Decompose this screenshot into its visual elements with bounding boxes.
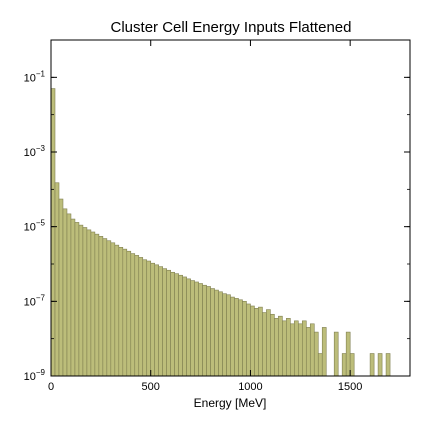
y-tick-label: 10−5	[24, 219, 46, 234]
x-axis: 0 500 1000 1500	[48, 40, 362, 393]
histogram-bar	[313, 331, 319, 377]
histogram-bar	[142, 259, 148, 377]
chart-title: Cluster Cell Energy Inputs Flattened	[111, 19, 352, 36]
histogram-bars	[50, 88, 391, 377]
histogram-bar	[158, 266, 163, 377]
histogram-bar	[333, 331, 339, 377]
histogram-bar	[290, 323, 295, 377]
histogram-bar	[222, 293, 227, 377]
histogram-bar	[74, 222, 80, 377]
histogram-bar	[98, 236, 104, 377]
histogram-bar	[138, 257, 144, 377]
histogram-bar	[301, 320, 307, 377]
x-tick-label: 1000	[238, 381, 262, 393]
y-tick-label: 10−1	[24, 69, 46, 84]
histogram-bar	[70, 218, 76, 377]
histogram-bar	[278, 315, 283, 377]
y-axis: 10−9 10−7 10−5 10−3 10−1	[24, 39, 410, 383]
histogram-bar	[150, 262, 156, 377]
y-tick-label: 10−9	[24, 368, 46, 383]
histogram-bar	[369, 353, 375, 377]
histogram-bar	[246, 303, 251, 377]
histogram-bar	[266, 309, 271, 377]
histogram-bar	[226, 294, 231, 377]
histogram-bar	[130, 253, 136, 377]
histogram-bar	[305, 327, 311, 377]
y-tick-label: 10−7	[24, 293, 46, 308]
histogram-bar	[377, 353, 383, 377]
histogram-bar	[274, 318, 279, 377]
histogram-bar	[146, 260, 152, 377]
histogram-bar	[262, 312, 267, 377]
histogram-bar	[78, 224, 84, 377]
histogram-bar	[321, 327, 327, 377]
histogram-bar	[206, 286, 211, 377]
histogram-bar	[210, 288, 215, 377]
plot-frame	[50, 39, 411, 377]
histogram-bar	[66, 213, 72, 377]
x-tick-label: 500	[142, 381, 160, 393]
histogram-bar	[186, 278, 191, 377]
x-tick-label: 0	[48, 381, 54, 393]
histogram-bar	[182, 276, 187, 377]
histogram-bar	[242, 301, 247, 377]
y-tick-label: 10−3	[24, 144, 46, 159]
histogram-bar	[166, 269, 171, 377]
histogram-bar	[82, 227, 88, 377]
histogram-bar	[134, 255, 140, 377]
histogram-bar	[110, 242, 116, 377]
histogram-bar	[162, 268, 167, 377]
histogram-bar	[317, 353, 323, 377]
histogram-bar	[50, 88, 56, 377]
histogram-bar	[190, 280, 195, 377]
histogram-bar	[102, 238, 108, 377]
histogram-bar	[286, 318, 291, 377]
histogram-bar	[214, 289, 219, 377]
histogram-bar	[238, 299, 243, 377]
histogram-bar	[174, 273, 179, 377]
histogram-bar	[114, 244, 120, 377]
x-axis-label: Energy [MeV]	[194, 396, 267, 410]
histogram-bar	[198, 283, 203, 377]
histogram-bar	[194, 281, 199, 377]
histogram-bar	[309, 323, 315, 377]
x-tick-label: 1500	[338, 381, 362, 393]
histogram-bar	[254, 308, 259, 377]
histogram-bar	[122, 248, 128, 377]
histogram-bar	[202, 284, 207, 377]
histogram-bar	[341, 353, 347, 377]
histogram-bar	[345, 331, 351, 377]
histogram-bar	[90, 231, 96, 377]
histogram-bar	[230, 296, 235, 377]
histogram-bar	[234, 298, 239, 377]
histogram-bar	[170, 271, 175, 377]
histogram-bar	[250, 305, 255, 377]
histogram-bar	[178, 274, 183, 377]
histogram-bar	[154, 264, 160, 377]
histogram-bar	[94, 233, 100, 377]
histogram-bar	[270, 313, 275, 377]
histogram-bar	[126, 250, 132, 377]
histogram-bar	[58, 198, 64, 377]
histogram-bar	[54, 182, 60, 377]
histogram-bar	[282, 320, 287, 377]
histogram-bar	[218, 291, 223, 377]
histogram-bar	[298, 323, 303, 377]
histogram-bar	[385, 353, 391, 377]
histogram-bar	[106, 240, 112, 377]
histogram-bar	[349, 353, 355, 377]
histogram-bar	[62, 208, 68, 377]
histogram-bar	[86, 229, 92, 377]
histogram-bar	[118, 247, 124, 377]
histogram-bar	[294, 320, 299, 377]
histogram-bar	[258, 306, 263, 377]
